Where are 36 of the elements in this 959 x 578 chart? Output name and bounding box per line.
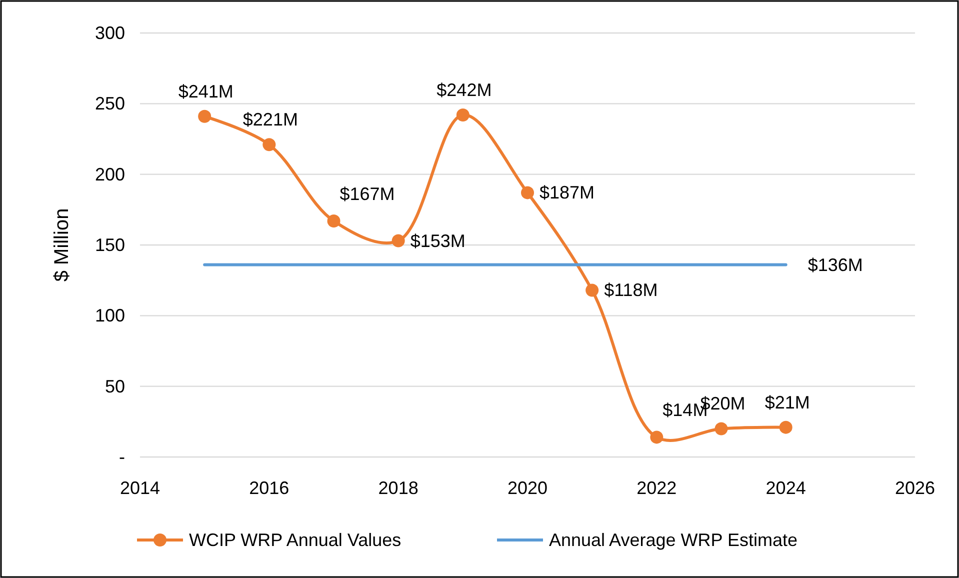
point xyxy=(714,422,728,436)
point xyxy=(586,284,599,297)
data-label: $167M xyxy=(340,184,395,204)
point xyxy=(327,214,340,228)
point xyxy=(198,110,212,123)
y-tick-label: 150 xyxy=(94,235,125,255)
data-label: $242M xyxy=(436,80,492,100)
point xyxy=(650,430,664,444)
point xyxy=(392,234,405,248)
data-label: $221M xyxy=(242,110,298,130)
y-tick-label: - xyxy=(119,447,125,467)
x-tick-label: 2022 xyxy=(636,478,677,498)
x-tick-label: 2024 xyxy=(766,478,806,498)
y-tick-label: 50 xyxy=(104,376,125,396)
x-tick-label: 2014 xyxy=(120,478,160,498)
x-tick-label: 2026 xyxy=(894,478,936,498)
legend-label: Annual Average WRP Estimate xyxy=(549,530,798,550)
point xyxy=(779,420,792,434)
y-tick-label: 300 xyxy=(94,23,125,43)
legend-label: WCIP WRP Annual Values xyxy=(189,530,402,550)
x-tick-label: 2016 xyxy=(249,478,290,498)
data-label: $21M xyxy=(764,392,810,412)
y-tick-label: 250 xyxy=(94,94,125,114)
data-label: $241M xyxy=(178,81,234,102)
y-tick-label: 200 xyxy=(94,164,125,184)
point xyxy=(262,138,276,152)
y-tick-label: 100 xyxy=(94,306,125,326)
data-label: $153M xyxy=(410,230,466,251)
data-label: $118M xyxy=(604,280,658,300)
x-tick-label: 2018 xyxy=(378,478,418,498)
data-label: $136M xyxy=(808,254,863,275)
data-label: $187M xyxy=(540,182,595,203)
x-tick-label: 2020 xyxy=(507,478,548,498)
point xyxy=(521,186,534,200)
point xyxy=(456,108,470,122)
y-axis-title: $ Million xyxy=(51,208,73,282)
